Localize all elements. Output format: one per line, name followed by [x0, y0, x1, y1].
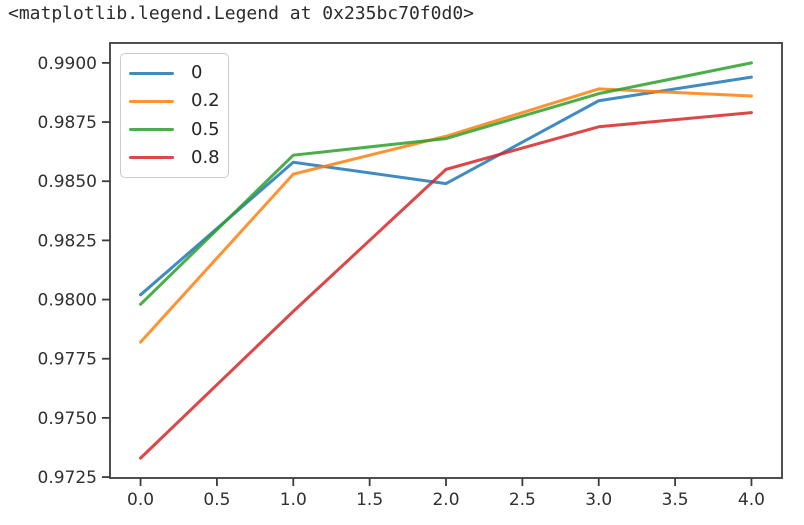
legend-label: 0.5 — [191, 118, 220, 140]
legend-line-sample — [129, 156, 174, 160]
x-tick-label: 2.0 — [432, 490, 459, 510]
series-line-0.5 — [139, 61, 753, 306]
legend-line-sample — [129, 128, 174, 132]
y-tick-label: 0.9850 — [38, 172, 97, 192]
legend-entry: 0.5 — [129, 118, 220, 140]
legend-label: 0.8 — [191, 146, 220, 168]
y-tick-label: 0.9725 — [38, 468, 97, 488]
legend-line-sample — [129, 99, 174, 103]
series-line-0 — [139, 75, 753, 297]
y-tick-label: 0.9875 — [38, 113, 97, 133]
y-tick-label: 0.9750 — [38, 409, 97, 429]
x-tick-label: 3.5 — [662, 490, 689, 510]
y-tick-label: 0.9800 — [38, 291, 97, 311]
console-output-text: <matplotlib.legend.Legend at 0x235bc70f0… — [8, 3, 474, 24]
y-tick-label: 0.9825 — [38, 231, 97, 251]
x-tick-label: 2.5 — [509, 490, 536, 510]
chart-legend: 0 0.2 0.5 0.8 — [120, 53, 229, 178]
x-tick-label: 3.0 — [585, 490, 612, 510]
plot-border — [109, 42, 783, 479]
legend-line-sample — [129, 71, 174, 75]
x-tick-label: 0.5 — [203, 490, 230, 510]
y-tick-label: 0.9775 — [38, 350, 97, 370]
legend-entry: 0.8 — [129, 146, 220, 168]
legend-label: 0 — [191, 62, 203, 84]
legend-label: 0.2 — [191, 90, 220, 112]
series-line-0.2 — [139, 87, 753, 344]
legend-entry: 0.2 — [129, 92, 220, 110]
x-tick-label: 4.0 — [738, 490, 765, 510]
series-line-0.8 — [139, 111, 753, 460]
y-tick-label: 0.9900 — [38, 54, 97, 74]
x-tick-label: 1.5 — [356, 490, 383, 510]
x-tick-label: 1.0 — [280, 490, 307, 510]
x-tick-label: 0.0 — [127, 490, 154, 510]
legend-entry: 0 — [129, 64, 220, 82]
